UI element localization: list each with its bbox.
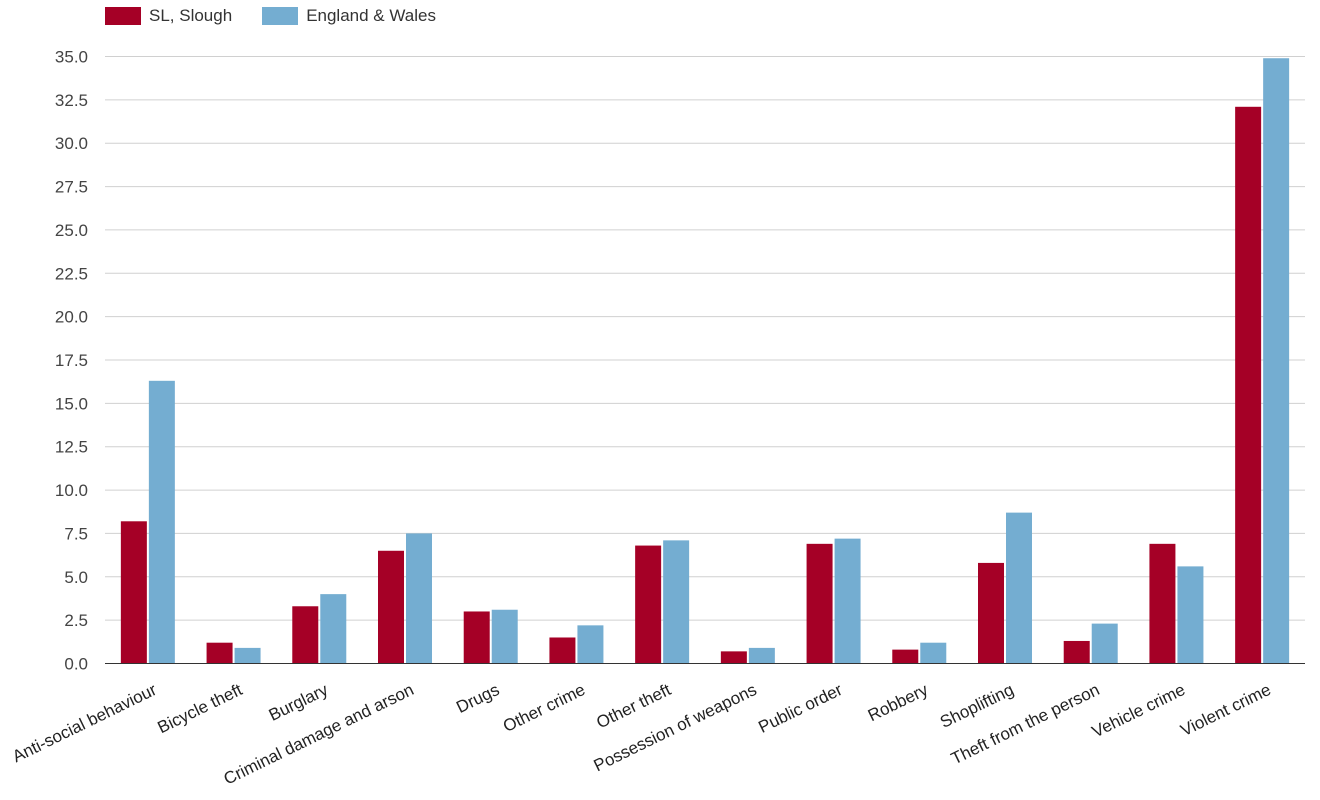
y-tick-label: 30.0	[55, 134, 88, 153]
x-tick-label: Other crime	[500, 680, 588, 736]
bar-england-wales[interactable]	[148, 380, 175, 664]
legend: SL, Slough England & Wales	[105, 6, 466, 26]
bar-england-wales[interactable]	[1091, 623, 1118, 664]
y-tick-label: 15.0	[55, 394, 88, 413]
bar-england-wales[interactable]	[920, 642, 947, 664]
y-tick-label: 22.5	[55, 264, 88, 283]
bar-slough[interactable]	[1063, 640, 1090, 664]
x-tick-label: Bicycle theft	[155, 680, 246, 737]
legend-label-series-1: SL, Slough	[149, 6, 233, 25]
bar-england-wales[interactable]	[1177, 566, 1204, 664]
x-tick-label: Vehicle crime	[1089, 680, 1188, 741]
y-tick-label: 0.0	[64, 655, 88, 674]
bar-slough[interactable]	[892, 649, 919, 664]
x-tick-label: Possession of weapons	[591, 680, 760, 775]
x-tick-label: Anti-social behaviour	[9, 680, 159, 766]
bar-slough[interactable]	[120, 521, 147, 664]
legend-item-series-1[interactable]: SL, Slough	[105, 6, 232, 26]
y-tick-label: 10.0	[55, 481, 88, 500]
y-tick-label: 5.0	[64, 568, 88, 587]
y-tick-label: 2.5	[64, 611, 88, 630]
bar-england-wales[interactable]	[748, 647, 775, 664]
x-tick-label: Public order	[755, 680, 845, 737]
bar-england-wales[interactable]	[491, 609, 518, 664]
bar-slough[interactable]	[720, 651, 747, 664]
legend-item-series-2[interactable]: England & Wales	[262, 6, 436, 26]
bar-slough[interactable]	[206, 642, 233, 664]
bar-slough[interactable]	[635, 545, 662, 664]
x-tick-label: Robbery	[865, 680, 932, 725]
bar-slough[interactable]	[378, 550, 404, 664]
bar-slough[interactable]	[978, 562, 1004, 664]
bar-england-wales[interactable]	[834, 538, 861, 664]
legend-swatch-series-2	[262, 7, 299, 25]
y-tick-label: 35.0	[55, 48, 88, 67]
x-tick-label: Theft from the person	[948, 680, 1102, 768]
bar-england-wales[interactable]	[577, 625, 604, 664]
bar-slough[interactable]	[806, 543, 833, 664]
x-tick-label: Burglary	[266, 680, 332, 725]
bar-england-wales[interactable]	[1006, 512, 1032, 664]
y-tick-label: 27.5	[55, 178, 88, 197]
bar-england-wales[interactable]	[234, 647, 261, 664]
legend-swatch-series-1	[105, 7, 141, 25]
y-tick-label: 20.0	[55, 308, 88, 327]
legend-label-series-2: England & Wales	[306, 6, 436, 25]
bar-england-wales[interactable]	[663, 540, 690, 664]
bar-slough[interactable]	[463, 611, 490, 664]
y-tick-label: 25.0	[55, 221, 88, 240]
bar-england-wales[interactable]	[406, 533, 432, 664]
bar-slough[interactable]	[1235, 106, 1262, 664]
y-tick-label: 12.5	[55, 438, 88, 457]
bar-slough[interactable]	[292, 606, 319, 664]
bar-england-wales[interactable]	[1263, 58, 1290, 664]
x-tick-label: Violent crime	[1178, 680, 1274, 740]
bar-slough[interactable]	[1149, 543, 1176, 664]
y-tick-label: 17.5	[55, 351, 88, 370]
y-tick-label: 32.5	[55, 91, 88, 110]
x-tick-label: Drugs	[453, 680, 502, 717]
bar-slough[interactable]	[549, 637, 576, 664]
bar-england-wales[interactable]	[320, 594, 347, 664]
y-tick-label: 7.5	[64, 524, 88, 543]
